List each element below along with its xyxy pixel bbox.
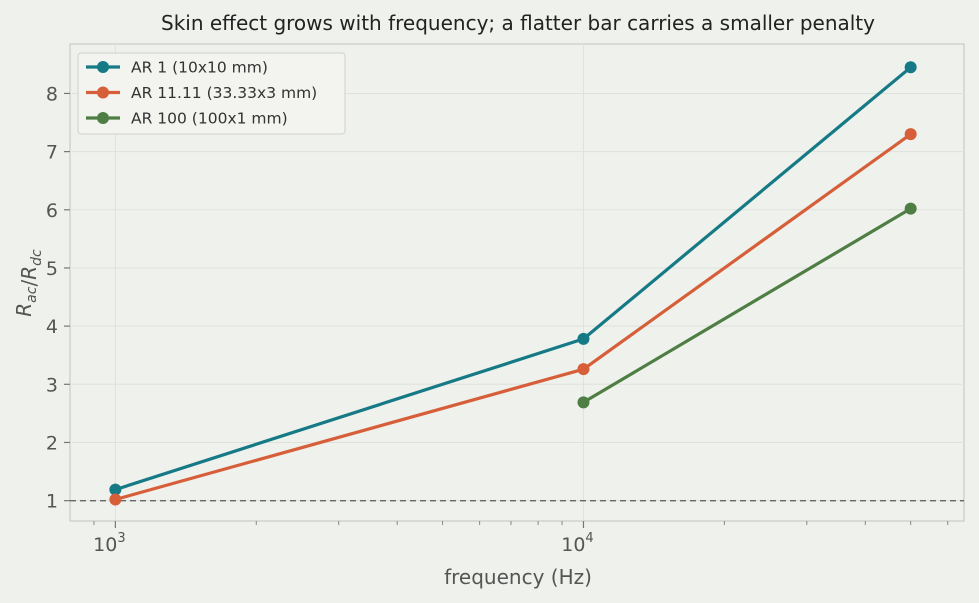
series-line bbox=[582, 207, 912, 404]
x-axis-label: frequency (Hz) bbox=[444, 565, 592, 589]
data-point bbox=[904, 202, 917, 215]
y-tick-label: 2 bbox=[46, 432, 58, 454]
y-tick-label: 8 bbox=[46, 83, 58, 105]
x-tick-label: 104 bbox=[561, 531, 593, 556]
legend-entry: AR 11.11 (33.33x3 mm) bbox=[131, 84, 317, 102]
legend-box bbox=[77, 52, 346, 135]
y-tick-label: 6 bbox=[46, 200, 58, 222]
legend-swatch-marker bbox=[97, 86, 109, 99]
data-point bbox=[109, 483, 122, 496]
series-group bbox=[109, 61, 917, 506]
legend-entry: AR 1 (10x10 mm) bbox=[131, 59, 268, 77]
data-point bbox=[904, 61, 917, 74]
data-point bbox=[577, 396, 590, 409]
axes: 103 104 1 2 3 4 5 6 7 8 bbox=[46, 83, 949, 556]
y-tick-label: 5 bbox=[46, 258, 58, 280]
data-point bbox=[577, 363, 590, 376]
data-point bbox=[904, 128, 917, 141]
y-tick-label: 1 bbox=[46, 491, 58, 513]
data-point bbox=[109, 493, 122, 506]
legend-swatch-marker bbox=[97, 61, 109, 73]
legend: AR 1 (10x10 mm) AR 11.11 (33.33x3 mm) AR 1… bbox=[77, 52, 346, 135]
y-tick-label: 3 bbox=[46, 374, 58, 396]
data-point bbox=[577, 332, 590, 345]
legend-swatch-marker bbox=[97, 112, 109, 124]
legend-entry: AR 100 (100x1 mm) bbox=[131, 110, 288, 128]
y-tick-label: 4 bbox=[46, 316, 58, 338]
x-tick-label: 103 bbox=[93, 531, 125, 556]
y-axis-label-text: Rac/Rdc bbox=[12, 249, 45, 317]
chart-title: Skin effect grows with frequency; a flat… bbox=[161, 11, 875, 35]
y-tick-label: 7 bbox=[46, 142, 58, 164]
y-axis-label: Rac/Rdc bbox=[12, 249, 45, 317]
